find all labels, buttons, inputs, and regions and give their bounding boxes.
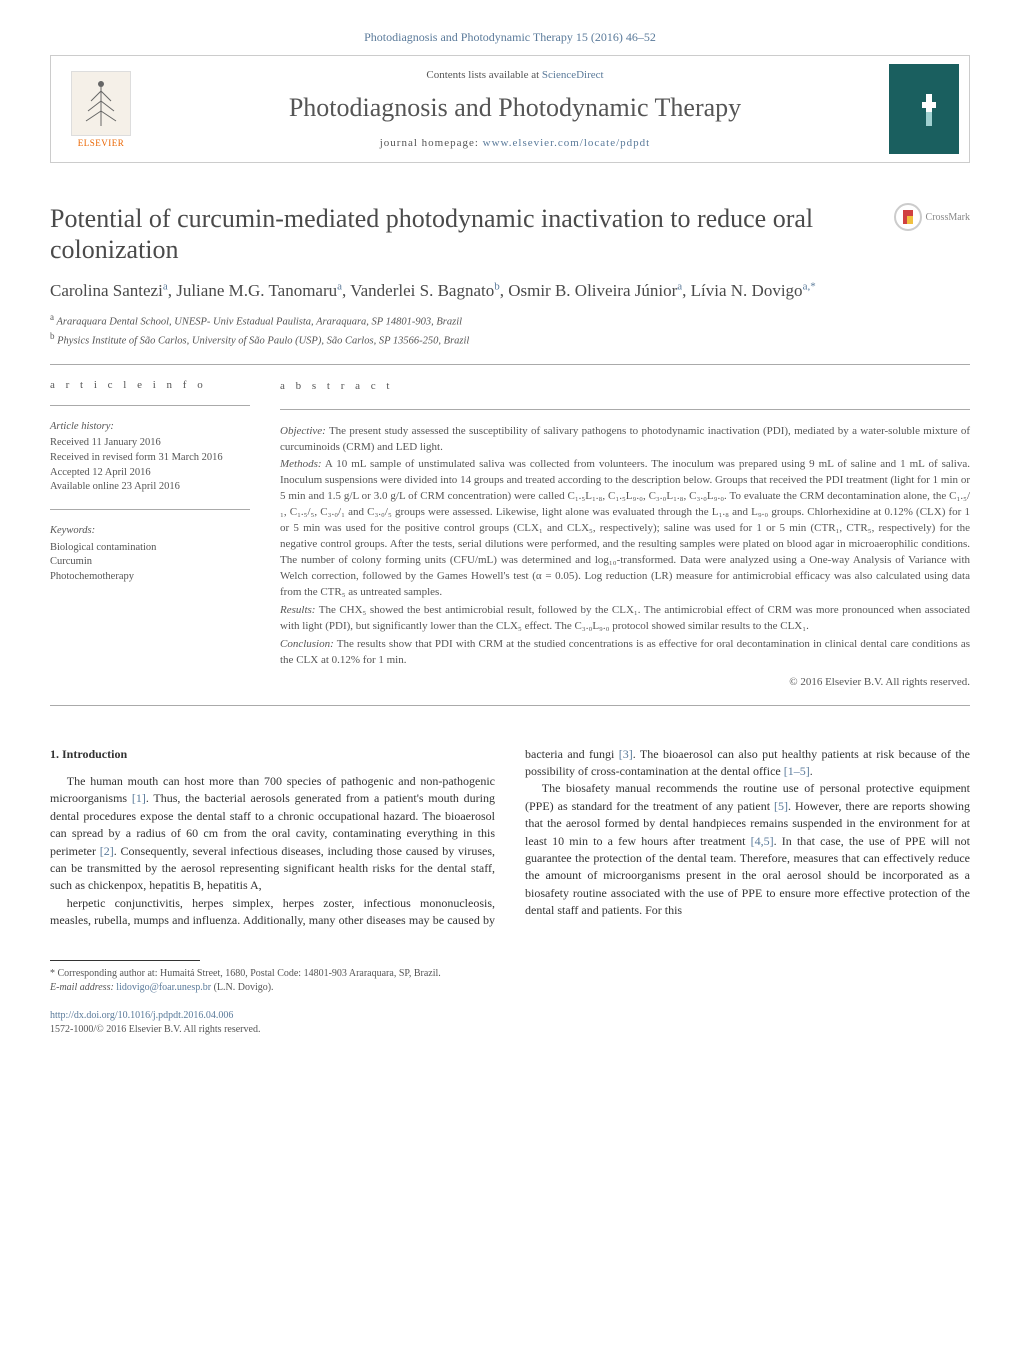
abstract-results: Results: The CHX₅ showed the best antimi… — [280, 603, 970, 635]
elsevier-logo: ELSEVIER — [61, 64, 141, 154]
abstract-copyright: © 2016 Elsevier B.V. All rights reserved… — [280, 675, 970, 691]
crossmark-icon — [894, 203, 922, 231]
journal-name: Photodiagnosis and Photodynamic Therapy — [151, 93, 879, 123]
divider-bottom — [50, 705, 970, 706]
abstract-conclusion: Conclusion: The results show that PDI wi… — [280, 637, 970, 669]
corresponding-author: * Corresponding author at: Humaitá Stree… — [50, 967, 970, 981]
affiliation-b: b Physics Institute of São Carlos, Unive… — [50, 330, 970, 349]
affiliation-a: a Araraquara Dental School, UNESP- Univ … — [50, 311, 970, 330]
crossmark-badge[interactable]: CrossMark — [894, 203, 970, 231]
divider-top — [50, 364, 970, 365]
elsevier-tree-icon — [71, 71, 131, 136]
body-columns: 1. Introduction The human mouth can host… — [50, 746, 970, 930]
body-paragraph: The human mouth can host more than 700 s… — [50, 773, 495, 895]
intro-heading: 1. Introduction — [50, 746, 495, 763]
abstract-objective: Objective: The present study assessed th… — [280, 424, 970, 456]
header-center: Contents lists available at ScienceDirec… — [151, 69, 879, 149]
doi-link[interactable]: http://dx.doi.org/10.1016/j.pdpdt.2016.0… — [50, 1010, 233, 1021]
homepage-prefix: journal homepage: — [380, 137, 483, 149]
contents-prefix: Contents lists available at — [426, 69, 541, 81]
history-item: Available online 23 April 2016 — [50, 480, 250, 495]
crossmark-label: CrossMark — [926, 212, 970, 223]
homepage-link[interactable]: www.elsevier.com/locate/pdpdt — [483, 137, 651, 149]
elsevier-label: ELSEVIER — [78, 138, 125, 148]
journal-header-box: ELSEVIER Contents lists available at Sci… — [50, 55, 970, 163]
article-info-label: a r t i c l e i n f o — [50, 379, 250, 391]
keywords-block: Keywords: Biological contamination Curcu… — [50, 524, 250, 585]
journal-cover-icon — [889, 64, 959, 154]
keyword: Photochemotherapy — [50, 570, 250, 585]
keywords-title: Keywords: — [50, 524, 250, 539]
doi-block: http://dx.doi.org/10.1016/j.pdpdt.2016.0… — [50, 1009, 970, 1037]
contents-available-line: Contents lists available at ScienceDirec… — [151, 69, 879, 81]
article-info-column: a r t i c l e i n f o Article history: R… — [50, 379, 250, 691]
article-title: Potential of curcumin-mediated photodyna… — [50, 203, 894, 265]
body-paragraph: The biosafety manual recommends the rout… — [525, 780, 970, 919]
affiliations: a Araraquara Dental School, UNESP- Univ … — [50, 311, 970, 350]
abstract-methods: Methods: A 10 mL sample of unstimulated … — [280, 457, 970, 600]
keyword: Biological contamination — [50, 541, 250, 556]
email-line: E-mail address: lidovigo@foar.unesp.br (… — [50, 981, 970, 995]
keyword: Curcumin — [50, 555, 250, 570]
sciencedirect-link[interactable]: ScienceDirect — [542, 69, 604, 81]
page-header-journalref: Photodiagnosis and Photodynamic Therapy … — [50, 30, 970, 45]
authors: Carolina Santezia, Juliane M.G. Tanomaru… — [50, 279, 970, 303]
history-item: Accepted 12 April 2016 — [50, 466, 250, 481]
abstract-label: a b s t r a c t — [280, 379, 970, 395]
footnote-divider — [50, 960, 200, 961]
history-title: Article history: — [50, 420, 250, 435]
email-link[interactable]: lidovigo@foar.unesp.br — [116, 982, 211, 993]
history-item: Received in revised form 31 March 2016 — [50, 451, 250, 466]
article-history-block: Article history: Received 11 January 201… — [50, 420, 250, 495]
abstract-column: a b s t r a c t Objective: The present s… — [280, 379, 970, 691]
homepage-line: journal homepage: www.elsevier.com/locat… — [151, 137, 879, 149]
footnotes: * Corresponding author at: Humaitá Stree… — [50, 967, 970, 995]
history-item: Received 11 January 2016 — [50, 436, 250, 451]
issn-line: 1572-1000/© 2016 Elsevier B.V. All right… — [50, 1024, 260, 1035]
